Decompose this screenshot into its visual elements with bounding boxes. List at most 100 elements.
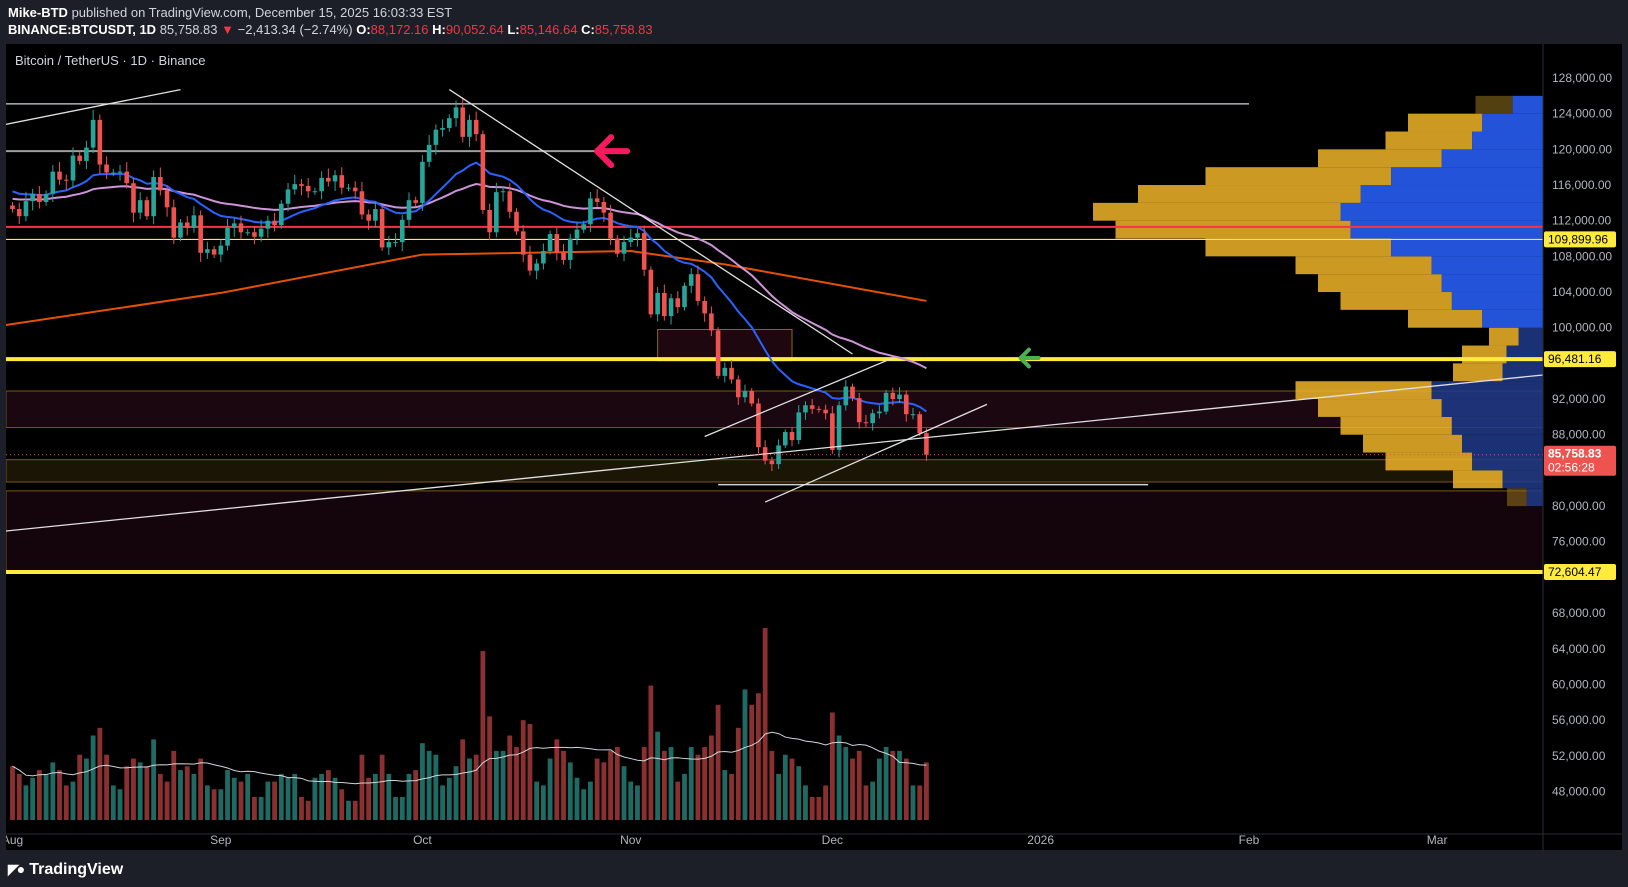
- candle[interactable]: [856, 398, 862, 423]
- candle[interactable]: [379, 209, 385, 248]
- candle[interactable]: [641, 233, 647, 270]
- candle[interactable]: [433, 129, 439, 145]
- candle[interactable]: [117, 171, 123, 173]
- candle[interactable]: [151, 176, 156, 217]
- candle[interactable]: [57, 171, 62, 180]
- candle[interactable]: [702, 300, 707, 314]
- candle[interactable]: [366, 214, 371, 221]
- candle[interactable]: [803, 405, 808, 413]
- candle[interactable]: [218, 245, 224, 255]
- candle[interactable]: [23, 201, 29, 217]
- candle[interactable]: [77, 155, 82, 161]
- candle[interactable]: [682, 285, 687, 308]
- candle[interactable]: [171, 207, 177, 238]
- trend-line[interactable]: [448, 89, 853, 355]
- candle[interactable]: [312, 191, 318, 193]
- candle[interactable]: [688, 274, 694, 286]
- candle[interactable]: [870, 413, 875, 424]
- candle[interactable]: [97, 119, 103, 165]
- trend-line[interactable]: [704, 357, 894, 438]
- candle[interactable]: [339, 175, 345, 188]
- candle[interactable]: [648, 269, 654, 315]
- candle[interactable]: [662, 292, 667, 317]
- candle[interactable]: [910, 414, 916, 416]
- candle[interactable]: [695, 274, 701, 301]
- chart-pane[interactable]: 128,000.00 124,000.00 120,000.00 116,000.00…: [6, 44, 1622, 850]
- candle[interactable]: [346, 187, 351, 189]
- candle[interactable]: [615, 238, 620, 254]
- candle[interactable]: [830, 413, 835, 450]
- price-zone[interactable]: [6, 390, 1544, 429]
- candle[interactable]: [823, 409, 828, 414]
- candle[interactable]: [70, 155, 76, 181]
- candle[interactable]: [111, 172, 116, 174]
- candle[interactable]: [480, 134, 486, 210]
- candle[interactable]: [735, 379, 741, 398]
- candle[interactable]: [104, 164, 109, 173]
- candle[interactable]: [352, 187, 358, 192]
- candle[interactable]: [272, 220, 277, 226]
- candle[interactable]: [534, 263, 539, 271]
- candle[interactable]: [30, 193, 35, 202]
- candle[interactable]: [796, 412, 802, 441]
- candle[interactable]: [581, 224, 586, 230]
- candle[interactable]: [809, 405, 815, 409]
- candle[interactable]: [265, 220, 271, 229]
- candle[interactable]: [460, 107, 466, 137]
- candle[interactable]: [843, 386, 849, 406]
- candle[interactable]: [567, 238, 573, 260]
- trend-line[interactable]: [6, 88, 181, 125]
- candle[interactable]: [816, 408, 822, 410]
- candle[interactable]: [198, 215, 203, 253]
- candle[interactable]: [527, 254, 533, 271]
- candle[interactable]: [715, 330, 721, 376]
- symbol[interactable]: BINANCE:BTCUSDT, 1D: [8, 22, 157, 37]
- candle[interactable]: [890, 392, 896, 400]
- price-chart[interactable]: 128,000.00 124,000.00 120,000.00 116,000.00…: [6, 44, 1622, 850]
- candle[interactable]: [903, 394, 909, 415]
- price-zone[interactable]: [657, 328, 793, 362]
- arrow-left-icon[interactable]: [594, 134, 631, 169]
- candle[interactable]: [43, 193, 49, 202]
- candle[interactable]: [675, 298, 681, 308]
- candle[interactable]: [863, 422, 869, 424]
- candle[interactable]: [769, 460, 775, 465]
- candle[interactable]: [373, 209, 378, 221]
- candle[interactable]: [520, 231, 526, 255]
- candle[interactable]: [63, 179, 69, 181]
- candle[interactable]: [850, 386, 855, 399]
- candle[interactable]: [467, 119, 472, 137]
- candle[interactable]: [621, 242, 627, 254]
- candle[interactable]: [426, 144, 432, 162]
- candle[interactable]: [594, 198, 600, 202]
- candle[interactable]: [628, 237, 634, 243]
- candle[interactable]: [514, 211, 519, 232]
- candle[interactable]: [158, 176, 163, 191]
- candle[interactable]: [131, 183, 136, 213]
- candle[interactable]: [749, 391, 754, 404]
- candle[interactable]: [836, 405, 842, 450]
- candle[interactable]: [541, 251, 546, 264]
- candle[interactable]: [90, 119, 96, 148]
- candle[interactable]: [37, 193, 42, 202]
- candle[interactable]: [238, 223, 244, 233]
- candle[interactable]: [608, 212, 613, 239]
- candle[interactable]: [299, 184, 304, 186]
- candle[interactable]: [144, 200, 150, 217]
- candle[interactable]: [487, 209, 492, 233]
- candle[interactable]: [635, 233, 640, 238]
- candle[interactable]: [292, 184, 298, 190]
- candle[interactable]: [137, 200, 143, 213]
- candle[interactable]: [285, 189, 291, 204]
- candle[interactable]: [16, 209, 22, 217]
- candle[interactable]: [178, 222, 183, 238]
- candle[interactable]: [184, 222, 190, 228]
- candle[interactable]: [279, 203, 284, 226]
- candle[interactable]: [500, 191, 506, 193]
- candle[interactable]: [231, 223, 237, 228]
- author[interactable]: Mike-BTD: [8, 5, 68, 20]
- candle[interactable]: [588, 198, 593, 225]
- candle[interactable]: [877, 411, 882, 414]
- candle[interactable]: [420, 161, 425, 203]
- candle[interactable]: [84, 147, 89, 161]
